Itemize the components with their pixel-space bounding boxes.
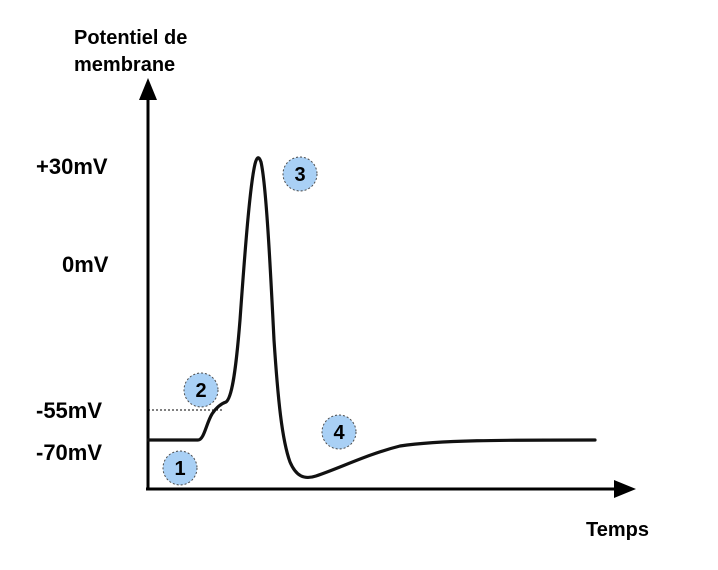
marker-1-circle xyxy=(162,450,198,486)
marker-1: 1 xyxy=(162,450,198,486)
marker-3: 3 xyxy=(282,156,318,192)
marker-4-circle xyxy=(321,414,357,450)
tick-label-plus30mv: +30mV xyxy=(36,154,108,179)
y-axis-title-line1: Potentiel de xyxy=(74,27,187,49)
x-axis-arrowhead xyxy=(614,480,636,498)
y-axis-title-line2: membrane xyxy=(74,54,175,76)
tick-label-minus55mv: -55mV xyxy=(36,398,102,423)
marker-2: 2 xyxy=(183,372,219,408)
marker-2-circle xyxy=(183,372,219,408)
marker-2-label: 2 xyxy=(195,380,206,402)
y-axis-arrowhead xyxy=(139,78,157,100)
action-potential-curve xyxy=(146,156,597,480)
tick-label-0mv: 0mV xyxy=(62,252,109,277)
marker-4: 4 xyxy=(321,414,357,450)
marker-4-label: 4 xyxy=(333,422,345,444)
marker-3-label: 3 xyxy=(294,164,305,186)
marker-3-circle xyxy=(282,156,318,192)
tick-label-minus70mv: -70mV xyxy=(36,440,102,465)
marker-1-label: 1 xyxy=(174,458,185,480)
x-axis-title: Temps xyxy=(586,519,649,541)
